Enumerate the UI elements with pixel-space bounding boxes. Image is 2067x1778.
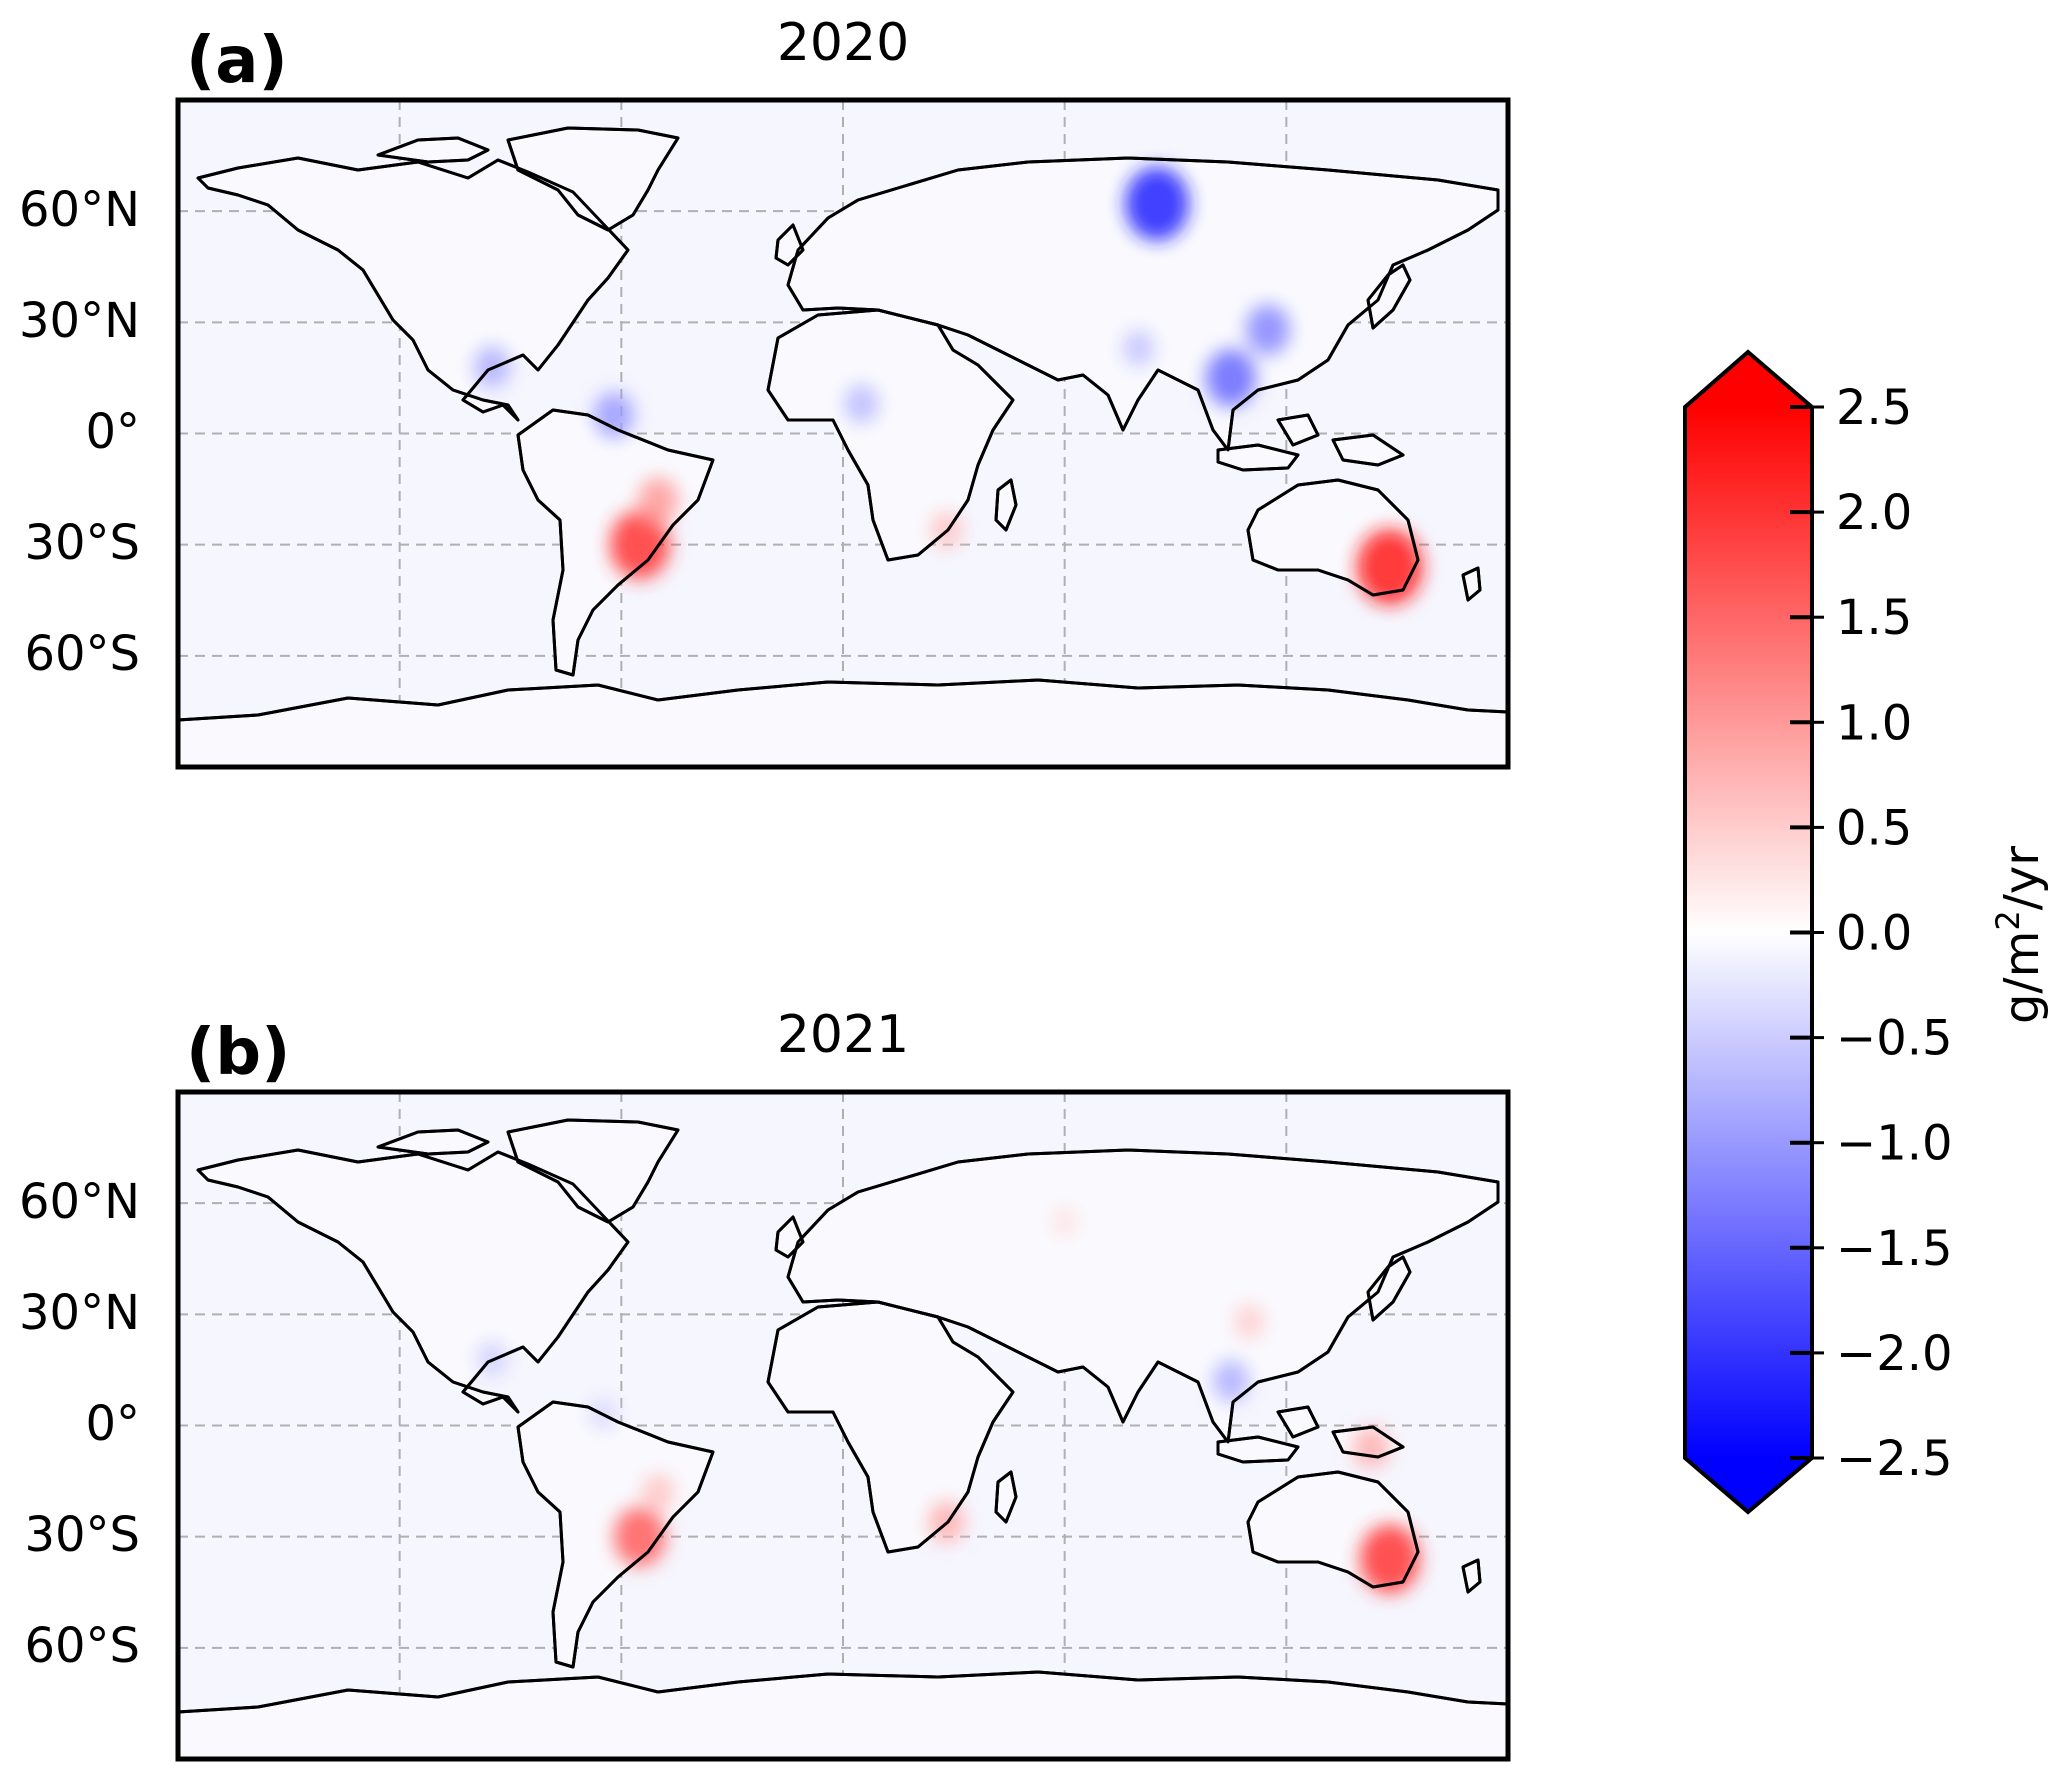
lat-label-60n: 60°N [19, 182, 140, 238]
colorbar-extend-max [1685, 352, 1812, 407]
lat-label-60s: 60°S [24, 1618, 140, 1674]
anomaly-hotspot [1245, 304, 1290, 356]
lat-label-60n: 60°N [19, 1174, 140, 1230]
lat-labels-a: 60°N 30°N 0° 30°S 60°S [19, 182, 140, 682]
colorbar-tick-label: −2.5 [1836, 1431, 1953, 1487]
colorbar-tick-label: 1.0 [1836, 695, 1912, 751]
colorbar-tick-label: 1.5 [1836, 590, 1912, 646]
lat-label-30s: 30°S [24, 1507, 140, 1563]
colorbar-gradient [1685, 407, 1812, 1458]
colorbar-tick-label: 2.0 [1836, 485, 1912, 541]
lat-label-60s: 60°S [24, 626, 140, 682]
anomaly-hotspot [609, 510, 670, 580]
colorbar: 2.5 2.0 1.5 1.0 0.5 0.0 −0.5 −1.0 −1.5 −2.0 −2.5 g… [1683, 349, 2050, 1515]
lat-label-30s: 30°S [24, 515, 140, 571]
colorbar-tick-label: 0.5 [1836, 800, 1912, 856]
colorbar-tick-label: −1.5 [1836, 1221, 1953, 1277]
anomaly-hotspot [593, 391, 634, 438]
anomaly-hotspot [1125, 166, 1190, 241]
anomaly-hotspot [642, 1473, 675, 1511]
anomaly-hotspot [1122, 329, 1155, 367]
colorbar-tick-label: −0.5 [1836, 1011, 1953, 1067]
anomaly-hotspot [638, 477, 679, 524]
colorbar-tick-label: 2.5 [1836, 380, 1912, 436]
map-frame [175, 97, 1511, 770]
map-panel-2021 [175, 1089, 1511, 1762]
anomaly-hotspot [1205, 349, 1256, 407]
map-frame [175, 1089, 1511, 1762]
anomaly-hotspot [1353, 1427, 1390, 1469]
anomaly-layer [477, 1206, 1420, 1594]
panel-letter-b: (b) [186, 1016, 290, 1090]
lat-labels-b: 60°N 30°N 0° 30°S 60°S [19, 1174, 140, 1674]
lat-label-0: 0° [85, 1396, 140, 1452]
colorbar-tick-label: −1.0 [1836, 1116, 1953, 1172]
lat-label-30n: 30°N [19, 1285, 140, 1341]
anomaly-hotspot [613, 1506, 666, 1567]
anomaly-hotspot [1212, 1360, 1249, 1402]
lat-label-0: 0° [85, 404, 140, 460]
panel-title-2021: 2021 [777, 1005, 909, 1065]
panel-letter-a: (a) [186, 24, 288, 98]
lat-label-30n: 30°N [19, 293, 140, 349]
colorbar-ticks: 2.5 2.0 1.5 1.0 0.5 0.0 −0.5 −1.0 −1.5 −2.0 −2.5 [1790, 380, 1953, 1487]
colorbar-tick-label: 0.0 [1836, 906, 1912, 962]
colorbar-tick-label: −2.0 [1836, 1326, 1953, 1382]
anomaly-hotspot [844, 384, 879, 424]
panel-title-2020: 2020 [777, 13, 909, 73]
anomaly-hotspot [1051, 1206, 1078, 1237]
colorbar-unit-label: g/m2/yr [1989, 846, 2050, 1024]
colorbar-extend-min [1685, 1458, 1812, 1512]
map-panel-2020 [175, 97, 1511, 770]
anomaly-hotspot [1234, 1304, 1265, 1339]
